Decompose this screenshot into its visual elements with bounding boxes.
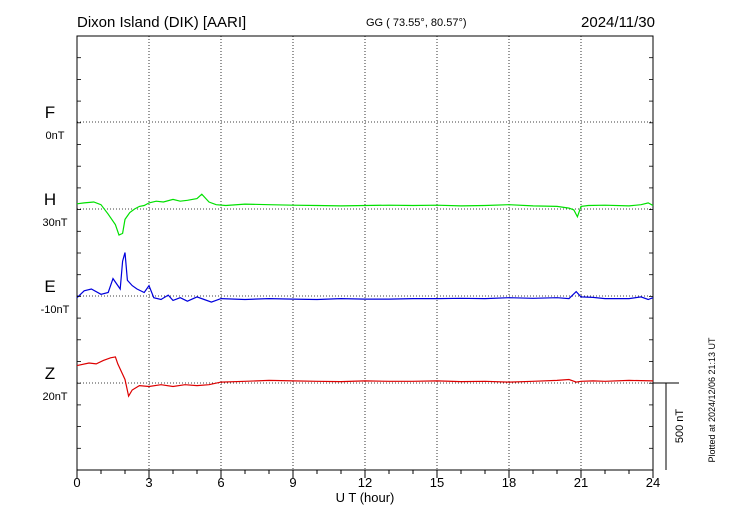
series-baseline-z: 20nT <box>42 391 67 403</box>
x-tick-label: 18 <box>502 475 516 490</box>
coords-label: GG ( 73.55°, 80.57°) <box>366 17 467 29</box>
series-layer <box>76 193 654 398</box>
x-tick-label: 24 <box>646 475 660 490</box>
x-axis: 0 3 6 9 12 15 18 21 24 <box>73 35 660 490</box>
date-label: 2024/11/30 <box>581 14 655 31</box>
x-tick-label: 3 <box>145 475 152 490</box>
x-tick-label: 9 <box>289 475 296 490</box>
scale-bar-label: 500 nT <box>674 409 686 444</box>
x-tick-label: 6 <box>217 475 224 490</box>
series-name-e: E <box>44 277 55 296</box>
x-tick-label: 0 <box>73 475 80 490</box>
series-name-f: F <box>45 103 55 122</box>
x-axis-label: U T (hour) <box>336 490 395 505</box>
series-baseline-h: 30nT <box>42 217 67 229</box>
series-name-h: H <box>44 190 56 209</box>
series-line-e <box>76 252 654 303</box>
series-line-z <box>76 356 654 398</box>
series-baseline-f: 0nT <box>46 130 65 142</box>
x-tick-label: 21 <box>574 475 588 490</box>
plot-timestamp: Plotted at 2024/12/06 21:13 UT <box>707 337 717 463</box>
scale-bar: 500 nT <box>653 382 686 470</box>
series-baseline-e: -10nT <box>41 304 70 316</box>
plot-grid <box>77 36 653 470</box>
series-labels: F 0nT H 30nT E -10nT Z 20nT <box>41 103 70 403</box>
x-tick-label: 15 <box>430 475 444 490</box>
x-tick-label: 12 <box>358 475 372 490</box>
series-line-h <box>76 193 654 236</box>
station-title: Dixon Island (DIK) [AARI] <box>77 14 246 31</box>
series-name-z: Z <box>45 364 55 383</box>
